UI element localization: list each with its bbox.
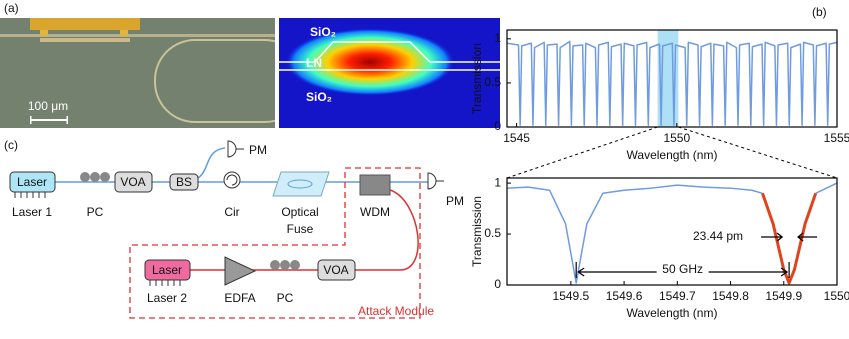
node-inner: VOA [120,175,145,189]
panel-label: (b) [812,5,827,19]
node-label: Fuse [287,222,314,236]
setup-diagram [9,140,444,319]
annotation: 23.44 pm [693,229,743,243]
x-tick-label: 1549.8 [712,289,749,303]
node-label: Laser 1 [12,205,52,219]
x-axis-label: Wavelength (nm) [627,306,718,320]
panel-label: (c) [4,138,18,152]
layer-label: SiO₂ [310,25,336,39]
x-tick-label: 1550 [663,131,690,145]
x-tick-label: 1555 [824,131,849,145]
annotation-arrow [575,262,790,278]
node-label: PM [249,143,267,157]
x-tick-label: 1549.9 [765,289,802,303]
zoom-guide [506,126,838,179]
node-label: Optical [281,205,318,219]
node-label: Laser 2 [147,291,187,305]
plot-frame [506,177,838,286]
data-line [761,192,818,285]
x-tick-label: 1549.5 [553,289,590,303]
mode-profile [279,18,500,128]
node-label: PC [277,291,294,305]
x-tick-label: 1545 [503,131,530,145]
y-tick-label: 0.5 [484,75,501,89]
module-label: Attack Module [358,304,434,318]
y-tick-label: 0 [494,277,501,291]
y-tick-label: 0.5 [484,226,501,240]
node-label: WDM [360,205,390,219]
x-axis-label: Wavelength (nm) [627,148,718,162]
y-tick-label: 1 [494,175,501,189]
panel-label: (a) [4,1,19,15]
y-axis-label: Transmission [470,196,484,267]
node-label: PM [446,194,464,208]
node-inner: Laser [152,263,182,277]
x-tick-label: 1549.7 [659,289,696,303]
x-tick-label: 1549.6 [606,289,643,303]
node-inner: VOA [323,263,348,277]
annotation-arrow [761,232,818,242]
layer-label: SiO₂ [306,90,332,104]
data-line [506,184,763,284]
layer-label: LN [306,56,322,70]
node-label: Cir [224,205,239,219]
node-inner: BS [176,175,192,189]
plot-frame [506,29,838,128]
x-tick-label: 1550 [824,289,849,303]
data-line [506,40,838,126]
node-inner: Laser [17,175,47,189]
y-tick-label: 0 [494,119,501,133]
data-line [815,182,838,194]
microscope-photo [0,18,275,128]
annotation: 50 GHz [662,262,703,276]
node-label: EDFA [224,291,255,305]
y-tick-label: 1 [494,31,501,45]
y-axis-label: Transmission [470,43,484,114]
node-label: PC [87,205,104,219]
scale-bar-label: 100 μm [28,99,68,113]
